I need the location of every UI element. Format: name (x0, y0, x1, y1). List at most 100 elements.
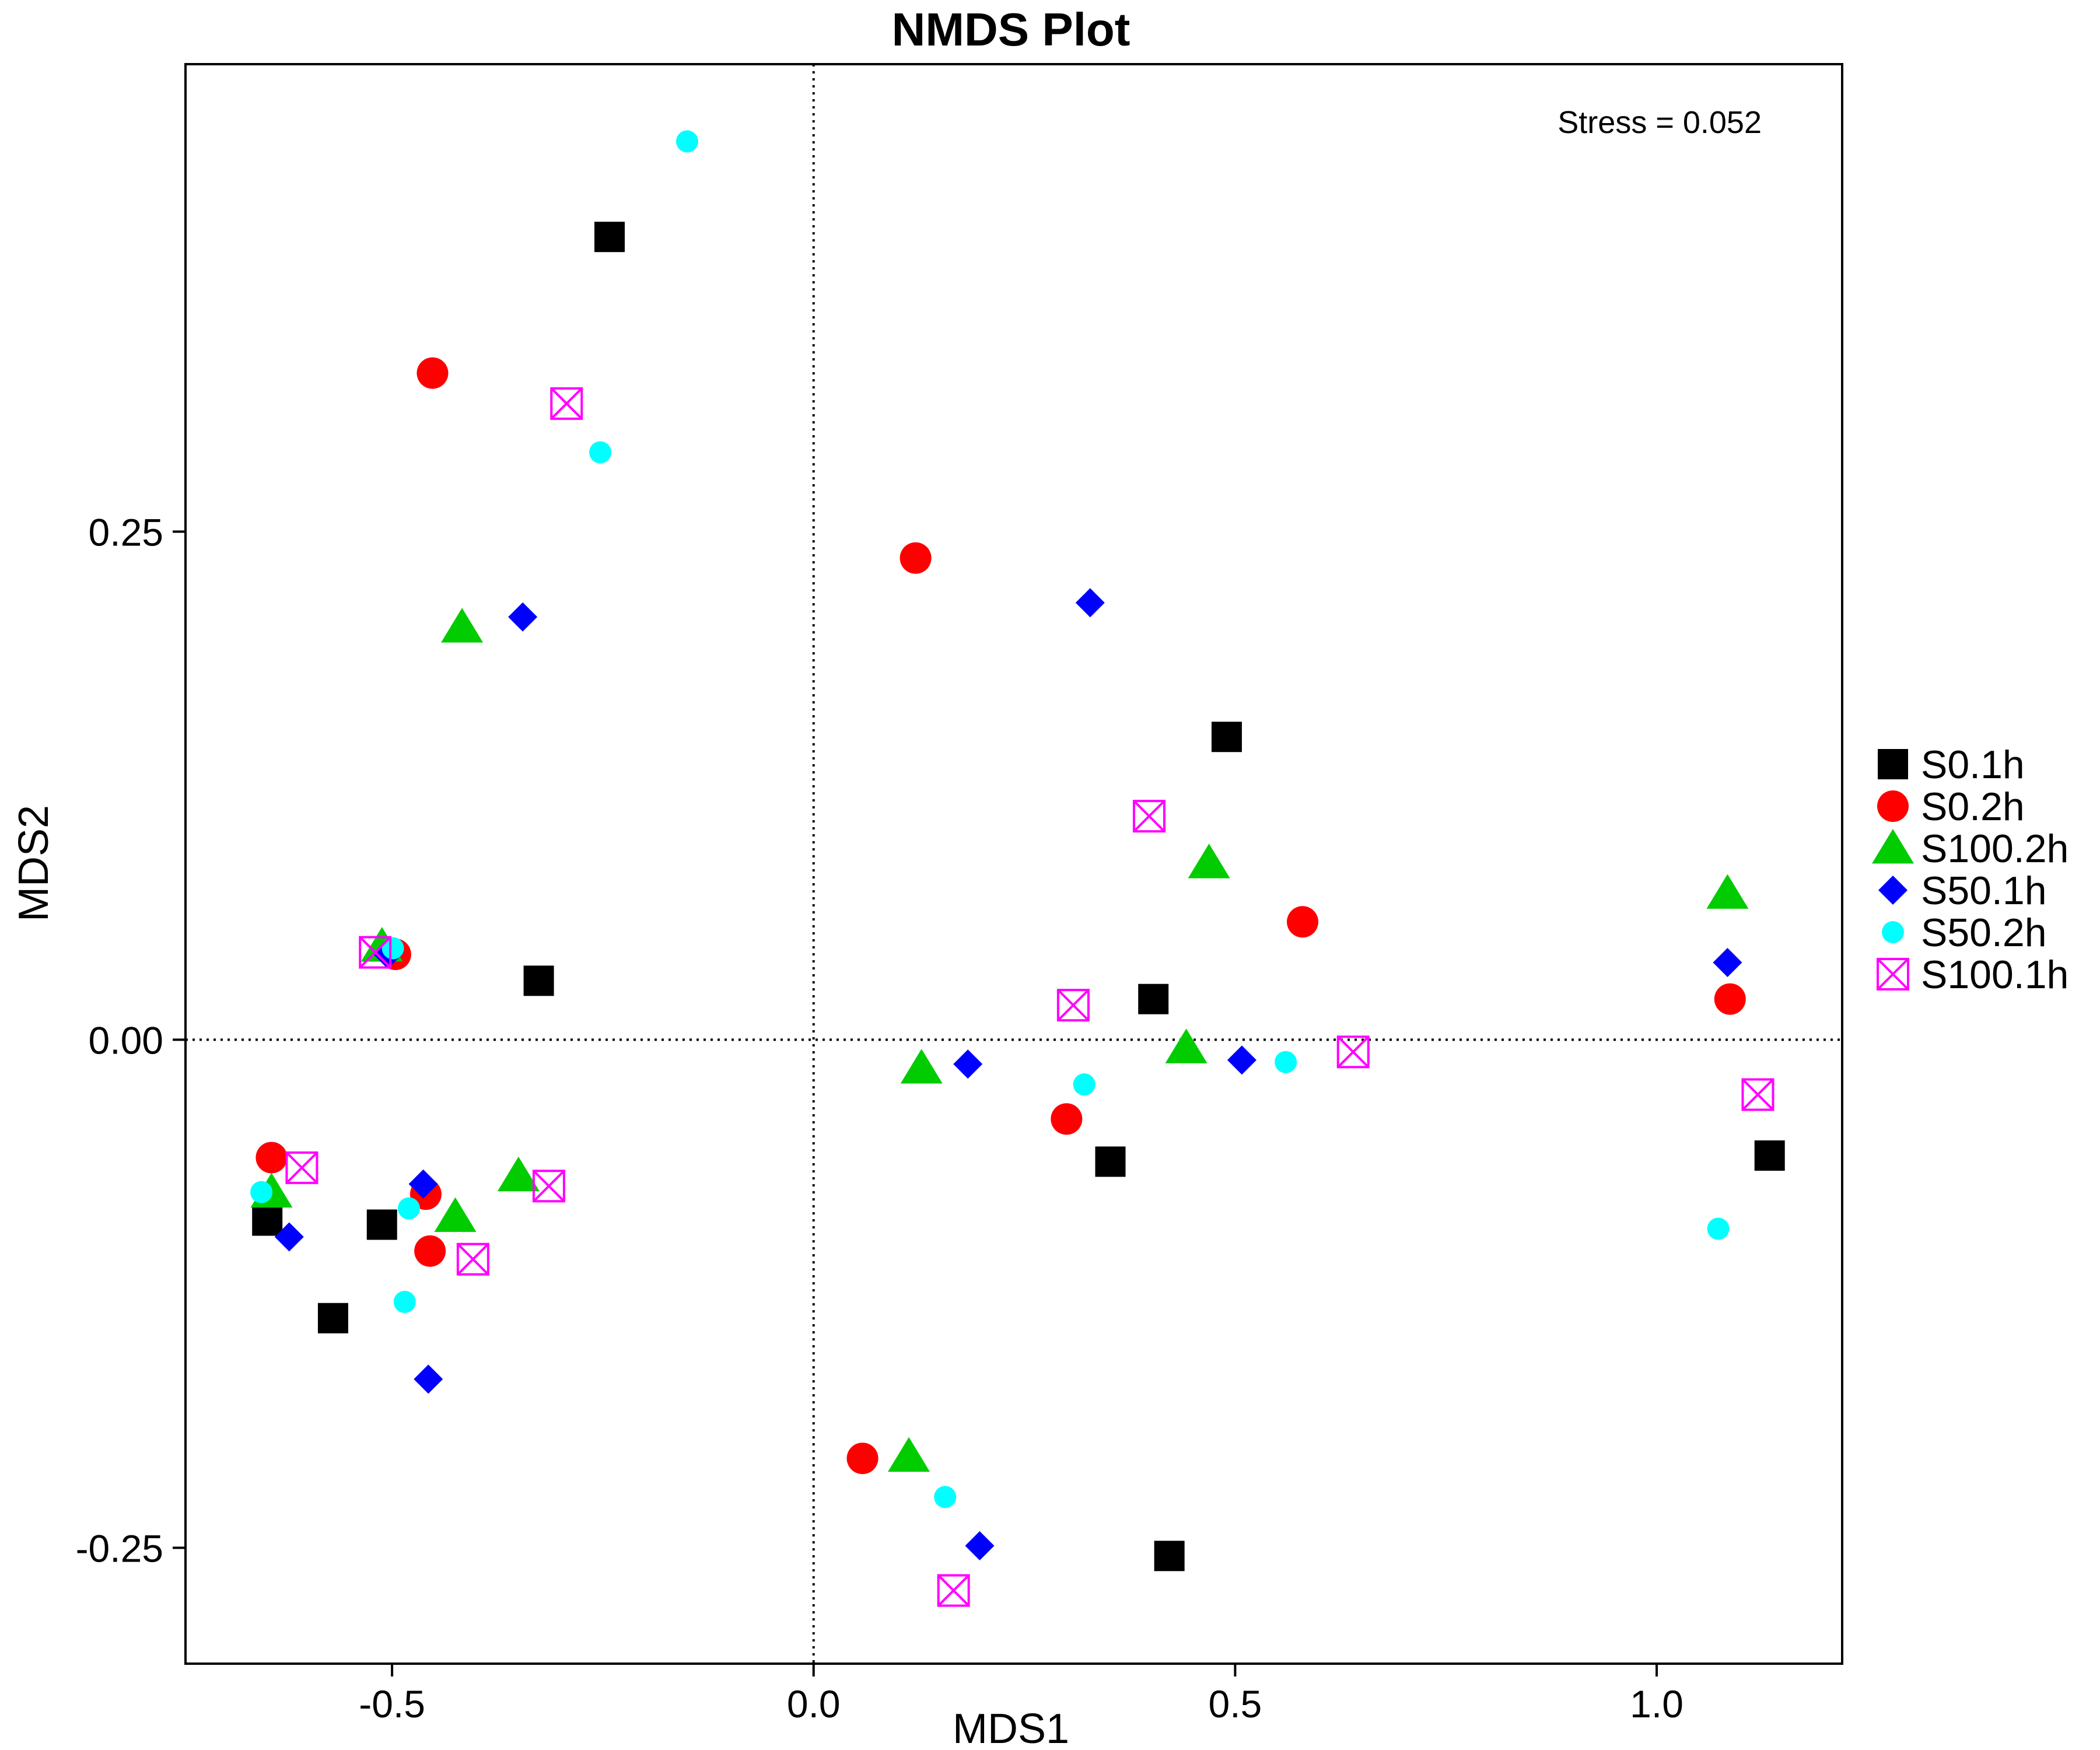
point-square-x (1741, 1078, 1774, 1111)
y-axis: 0.25 0.00 -0.25 (76, 510, 186, 1570)
legend-marker-circle (1877, 790, 1909, 822)
point-square (1154, 1541, 1185, 1572)
point-square-x (285, 1151, 318, 1184)
point-triangle (1165, 1028, 1208, 1063)
point-square-x-cross-b (286, 1152, 318, 1184)
x-axis: -0.5 0.0 0.5 1.0 (359, 1664, 1684, 1726)
point-diamond (953, 1049, 983, 1079)
legend-marker-circle-small (1882, 921, 1904, 943)
point-diamond (1227, 1045, 1256, 1075)
point-diamond (414, 1364, 443, 1394)
legend-item: S50.1h (1878, 869, 2047, 913)
stress-annotation: Stress = 0.052 (1558, 105, 1762, 140)
point-triangle (888, 1437, 930, 1472)
point-diamond (965, 1531, 995, 1560)
point-circle-small (934, 1486, 957, 1508)
y-tick-label: 0.00 (89, 1019, 163, 1062)
point-circle-small (250, 1181, 273, 1203)
point-circle (900, 542, 932, 574)
series-s50-2h (250, 130, 1730, 1508)
point-diamond (508, 602, 538, 632)
point-square-x-box (285, 1151, 318, 1184)
point-triangle (1188, 844, 1230, 878)
point-square (523, 965, 554, 996)
point-square-x (359, 936, 392, 969)
point-diamond (274, 1222, 304, 1252)
legend-marker-square-x-cross-b (1877, 958, 1909, 991)
point-square-x-cross-b (550, 387, 583, 420)
point-triangle (441, 608, 484, 643)
series-s100-1h (285, 387, 1774, 1607)
legend-label: S0.1h (1921, 743, 2025, 787)
legend-label: S50.2h (1921, 911, 2047, 955)
point-square-x-box (937, 1574, 970, 1607)
x-axis-title: MDS1 (953, 1706, 1069, 1750)
legend-marker-square-x-box (1877, 958, 1909, 991)
legend-label: S100.2h (1921, 827, 2068, 871)
legend-item: S0.2h (1877, 785, 2025, 829)
point-diamond (1075, 588, 1105, 618)
point-square (1138, 984, 1169, 1014)
plot-frame (184, 63, 1843, 1665)
point-square-x (1132, 800, 1166, 833)
point-circle-small (589, 441, 612, 464)
legend-item: S50.2h (1882, 911, 2047, 955)
point-square-x-cross-b (1133, 800, 1166, 832)
legend-item: S100.1h (1877, 953, 2068, 997)
point-circle-small (382, 937, 404, 960)
legend-marker-square-x (1877, 958, 1909, 991)
point-square-x-box (532, 1170, 565, 1203)
point-diamond (408, 1169, 438, 1199)
point-square-x-box (1056, 989, 1090, 1022)
point-circle-small (1073, 1073, 1096, 1096)
point-circle-small (1275, 1051, 1297, 1073)
legend-item: S0.1h (1878, 743, 2025, 787)
x-tick-label: 0.5 (1209, 1682, 1262, 1726)
point-square-x-box (1132, 800, 1166, 833)
point-square-x (550, 387, 583, 420)
point-circle (1287, 906, 1319, 938)
point-square-x-box (456, 1242, 489, 1276)
point-square-x (456, 1242, 489, 1276)
data-points (250, 130, 1785, 1607)
point-square-x-box (1741, 1078, 1774, 1111)
point-circle-small (393, 1290, 416, 1313)
point-square-x-cross-b (1057, 989, 1090, 1021)
point-circle (1051, 1103, 1083, 1135)
legend-marker-square (1878, 749, 1908, 779)
legend-label: S100.1h (1921, 953, 2068, 997)
x-tick-label: 1.0 (1630, 1682, 1684, 1726)
point-circle-small (676, 130, 698, 153)
reference-lines (186, 64, 1842, 1664)
point-square-x-box (550, 387, 583, 420)
point-circle-small (1707, 1217, 1730, 1240)
point-square-x (532, 1170, 565, 1203)
series-s0-1h (252, 222, 1785, 1572)
point-circle (846, 1443, 878, 1475)
point-square (252, 1205, 283, 1236)
legend-label: S50.1h (1921, 869, 2047, 913)
point-square-x-box (1336, 1035, 1370, 1069)
y-tick-label: 0.25 (89, 510, 163, 554)
point-square-x (1336, 1035, 1370, 1069)
point-square-x (1056, 989, 1090, 1022)
point-square-x-cross-b (1337, 1035, 1370, 1068)
point-triangle (497, 1156, 540, 1192)
legend-item: S100.2h (1872, 827, 2068, 871)
point-square-x-cross-b (533, 1170, 565, 1202)
point-square (594, 222, 625, 253)
point-triangle (434, 1197, 477, 1232)
point-square (1095, 1146, 1126, 1177)
point-diamond (1713, 947, 1742, 977)
point-square-x (937, 1574, 970, 1607)
x-tick-label: -0.5 (359, 1682, 425, 1726)
point-square (366, 1209, 397, 1240)
point-square-x-cross-b (359, 936, 391, 968)
point-triangle (1706, 874, 1749, 909)
point-square (1754, 1140, 1785, 1171)
point-circle-small (398, 1197, 421, 1220)
legend-marker-triangle (1872, 829, 1914, 864)
point-square-x-cross-b (1742, 1079, 1774, 1111)
point-circle (416, 357, 449, 389)
